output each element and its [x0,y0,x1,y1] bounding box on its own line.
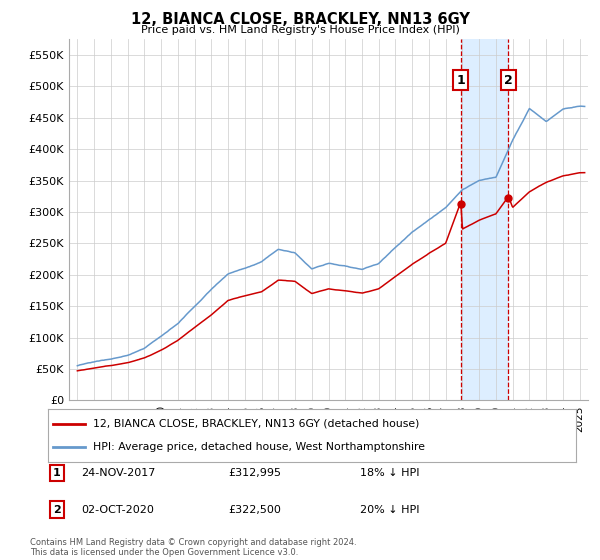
Text: Price paid vs. HM Land Registry's House Price Index (HPI): Price paid vs. HM Land Registry's House … [140,25,460,35]
Text: 2: 2 [53,505,61,515]
Text: 20% ↓ HPI: 20% ↓ HPI [360,505,419,515]
Text: 24-NOV-2017: 24-NOV-2017 [81,468,155,478]
Text: Contains HM Land Registry data © Crown copyright and database right 2024.
This d: Contains HM Land Registry data © Crown c… [30,538,356,557]
Text: 1: 1 [53,468,61,478]
Text: 1: 1 [457,73,465,87]
Bar [461,39,508,400]
Text: HPI: Average price, detached house, West Northamptonshire: HPI: Average price, detached house, West… [93,442,425,452]
Text: 18% ↓ HPI: 18% ↓ HPI [360,468,419,478]
Text: 12, BIANCA CLOSE, BRACKLEY, NN13 6GY (detached house): 12, BIANCA CLOSE, BRACKLEY, NN13 6GY (de… [93,419,419,429]
Text: £312,995: £312,995 [228,468,281,478]
Text: 12, BIANCA CLOSE, BRACKLEY, NN13 6GY: 12, BIANCA CLOSE, BRACKLEY, NN13 6GY [131,12,469,27]
Text: £322,500: £322,500 [228,505,281,515]
Text: 2: 2 [504,73,513,87]
Text: 02-OCT-2020: 02-OCT-2020 [81,505,154,515]
